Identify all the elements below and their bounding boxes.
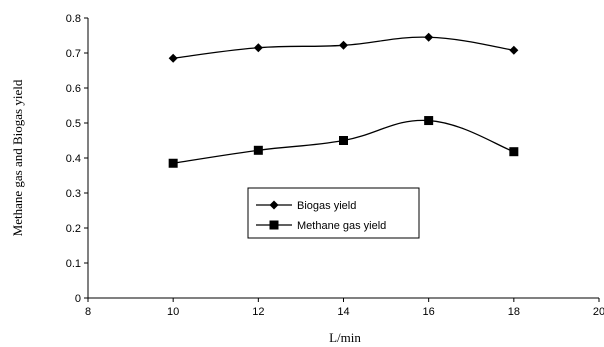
y-tick-label: 0.4 <box>66 153 81 165</box>
x-tick-label: 14 <box>337 306 349 318</box>
series-layer <box>168 32 519 168</box>
square-marker <box>339 136 348 145</box>
diamond-marker <box>269 200 279 210</box>
x-tick-label: 8 <box>85 306 91 318</box>
y-axis-title: Methane gas and Biogas yield <box>10 79 25 236</box>
y-tick-label: 0.8 <box>66 13 81 25</box>
x-tick-label: 10 <box>167 306 179 318</box>
x-tick-label: 16 <box>423 306 435 318</box>
legend: Biogas yield Methane gas yield <box>247 187 420 239</box>
legend-label: Biogas yield <box>297 200 356 212</box>
y-tick-label: 0.1 <box>66 258 81 270</box>
square-marker <box>269 220 279 230</box>
square-marker <box>424 116 434 126</box>
diamond-marker <box>509 45 519 55</box>
legend-label: Methane gas yield <box>297 220 386 232</box>
y-tick-label: 0.6 <box>66 83 81 95</box>
series-biogas-yield <box>168 32 519 63</box>
square-marker <box>168 158 178 168</box>
y-axis-ticks: 0 0.1 0.2 0.3 0.4 0.5 0.6 0.7 0.8 <box>66 13 88 305</box>
x-axis-ticks: 8 10 12 14 16 18 20 <box>85 298 604 318</box>
x-tick-label: 18 <box>508 306 520 318</box>
diamond-marker <box>253 43 263 53</box>
y-tick-label: 0.7 <box>66 48 81 60</box>
legend-box <box>247 187 420 239</box>
x-tick-label: 20 <box>593 306 604 318</box>
square-marker <box>253 145 263 155</box>
x-axis-title: L/min <box>329 330 361 345</box>
x-tick-label: 12 <box>252 306 264 318</box>
legend-entry: Methane gas yield <box>256 220 386 232</box>
diamond-marker <box>168 53 178 63</box>
y-tick-label: 0.2 <box>66 223 81 235</box>
y-tick-label: 0.5 <box>66 118 81 130</box>
y-tick-label: 0.3 <box>66 188 81 200</box>
legend-entry: Biogas yield <box>256 200 356 212</box>
series-methane-gas-yield <box>168 116 519 168</box>
y-tick-label: 0 <box>75 293 81 305</box>
square-marker <box>509 147 519 157</box>
diamond-marker <box>424 32 434 42</box>
diamond-marker <box>339 40 348 50</box>
